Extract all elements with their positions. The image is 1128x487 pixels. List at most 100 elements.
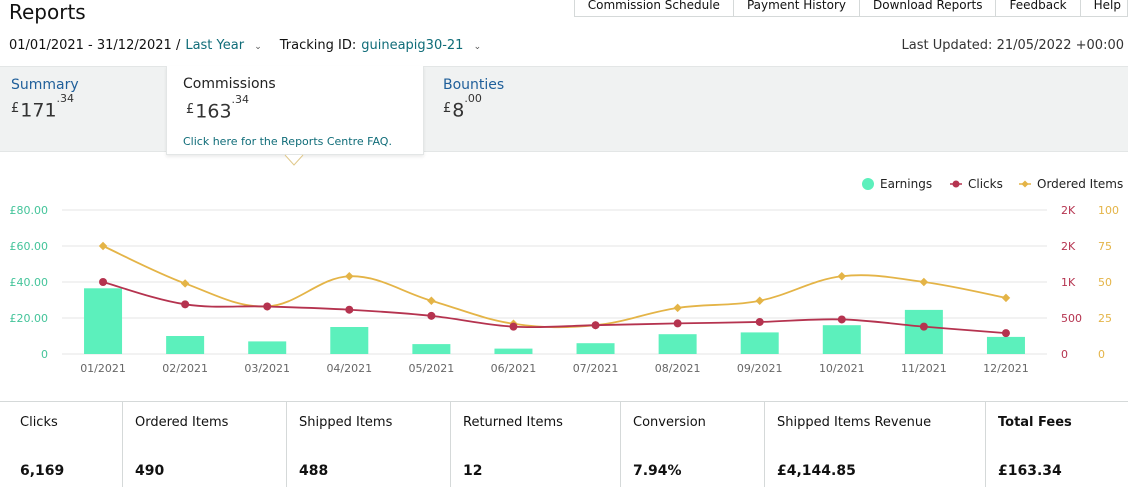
earnings-bar [740,332,779,354]
earnings-tick-label: £80.00 [10,204,49,217]
earnings-legend-icon [862,178,874,190]
clicks-point [919,322,928,331]
earnings-tick-label: 0 [41,348,48,361]
clicks-legend-icon [952,180,960,188]
x-tick-label: 06/2021 [491,362,537,375]
clicks-tick-label: 2K [1061,204,1076,217]
commissions-tab[interactable]: Commissions £163.34 Click here for the R… [166,66,424,155]
ordered-items-axis: 100 75 50 25 0 [1098,204,1119,361]
clicks-tick-label: 0 [1061,348,1068,361]
clicks-tick-label: 500 [1061,312,1082,325]
stat-value: 488 [299,463,329,479]
earnings-bar [986,336,1025,354]
stat-value: 490 [135,463,165,479]
clicks-point [263,302,272,311]
summary-value: £171.34 [11,92,75,122]
earnings-bar [412,344,451,354]
clicks-tick-label: 2K [1061,240,1076,253]
ordered-legend-icon [1021,180,1029,188]
help-button[interactable]: Help [1079,0,1128,17]
period-dropdown[interactable]: Last Year ⌄ [185,38,261,53]
legend-label: Earnings [880,177,932,191]
earnings-tick-label: £40.00 [10,276,49,289]
feedback-button[interactable]: Feedback [995,0,1080,17]
summary-tab[interactable]: Summary £171.34 [11,77,79,121]
download-reports-button[interactable]: Download Reports [858,0,996,17]
stat-label: Conversion [633,415,706,430]
ordered-items-point [98,241,108,251]
bounties-tab[interactable]: Bounties £8.00 [443,77,504,121]
chart-legend: Earnings Clicks Ordered Items [862,177,1123,191]
x-tick-label: 02/2021 [162,362,208,375]
tracking-id-dropdown[interactable]: guineapig30-21 ⌄ [361,38,481,53]
earnings-bar [166,336,205,354]
stat-value: £163.34 [998,463,1062,479]
filter-row: 01/01/2021 - 31/12/2021 / Last Year ⌄ Tr… [9,38,481,53]
active-tab-caret-icon [284,154,304,166]
summary-tab-label: Summary [11,77,79,93]
ordered-items-point [673,303,682,313]
clicks-axis: 2K 2K 1K 500 0 [1061,204,1082,361]
stat-conversion: Conversion 7.94% [621,402,765,487]
clicks-point [427,311,436,320]
clicks-point [345,305,354,314]
clicks-point [755,317,764,326]
ordered-items-point [345,271,354,281]
stat-label: Ordered Items [135,415,229,430]
last-updated: Last Updated: 21/05/2022 +00:00 [901,38,1124,53]
earnings-bar [494,348,533,354]
clicks-point [591,321,600,330]
stat-value: 12 [463,463,483,479]
stat-label: Total Fees [998,415,1072,430]
chart-lines [98,241,1011,338]
earnings-axis: £80.00 £60.00 £40.00 £20.00 0 [10,204,49,361]
earnings-tick-label: £20.00 [10,312,49,325]
stat-value: 7.94% [633,463,682,479]
clicks-tick-label: 1K [1061,276,1076,289]
x-tick-label: 01/2021 [80,362,126,375]
x-tick-label: 03/2021 [244,362,290,375]
stat-shipped-items: Shipped Items 488 [287,402,451,487]
stat-total-fees: Total Fees £163.34 [986,402,1128,487]
bounties-tab-label: Bounties [443,77,505,93]
stat-ordered-items: Ordered Items 490 [123,402,287,487]
x-axis-labels: 01/2021 02/2021 03/2021 04/2021 05/2021 06/20… [80,362,1029,375]
stat-label: Shipped Items [299,415,393,430]
clicks-line [102,281,1007,335]
x-tick-label: 07/2021 [573,362,619,375]
tracking-id-value: guineapig30-21 [361,38,464,53]
ordered-items-point [755,296,764,305]
x-tick-label: 05/2021 [409,362,455,375]
ordered-items-line [102,245,1007,329]
legend-label: Clicks [968,177,1003,191]
reports-faq-link[interactable]: Click here for the Reports Centre FAQ. [183,135,392,148]
earnings-bar [248,341,287,354]
x-tick-label: 09/2021 [737,362,783,375]
legend-label: Ordered Items [1037,177,1123,191]
stat-shipped-items-revenue: Shipped Items Revenue £4,144.85 [765,402,986,487]
x-tick-label: 11/2021 [901,362,947,375]
page-title: Reports [9,0,86,24]
earnings-bar [822,325,861,354]
ordered-tick-label: 75 [1098,240,1112,253]
top-nav: Commission Schedule Payment History Down… [573,0,1128,17]
ordered-items-point [427,296,436,305]
stat-value: £4,144.85 [777,463,856,479]
x-tick-label: 10/2021 [819,362,865,375]
date-range: 01/01/2021 - 31/12/2021 / [9,38,181,53]
earnings-bar [904,309,943,354]
stats-row: Clicks 6,169 Ordered Items 490 Shipped I… [0,401,1128,487]
stat-value: 6,169 [20,463,65,479]
ordered-items-point [837,271,847,281]
earnings-bar [330,327,369,354]
ordered-tick-label: 50 [1098,276,1112,289]
earnings-bar [84,288,123,354]
commission-schedule-button[interactable]: Commission Schedule [573,0,733,17]
clicks-point [673,319,682,328]
stat-label: Shipped Items Revenue [777,415,932,430]
stat-clicks: Clicks 6,169 [0,402,123,487]
ordered-tick-label: 100 [1098,204,1119,217]
earnings-chart: Earnings Clicks Ordered Items £80.00 £60.00… [10,177,1124,375]
earnings-tick-label: £60.00 [10,240,49,253]
payment-history-button[interactable]: Payment History [732,0,859,17]
